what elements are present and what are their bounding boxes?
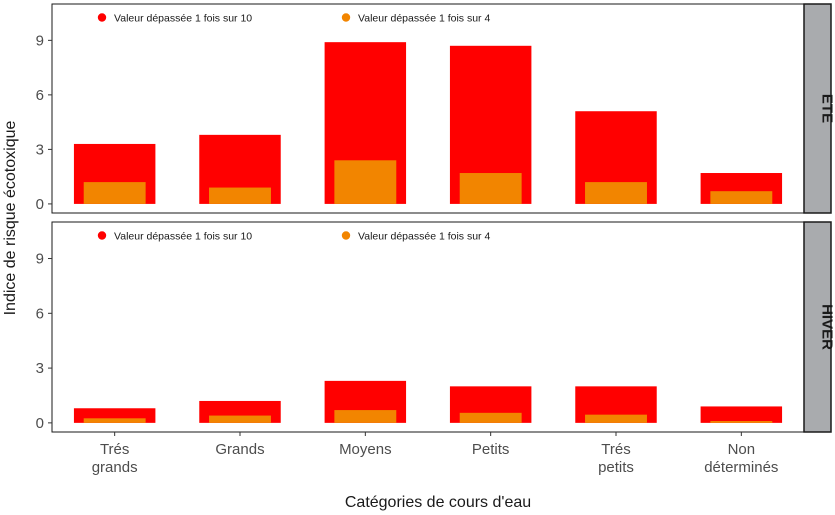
legend-label: Valeur dépassée 1 fois sur 4 xyxy=(358,13,490,25)
legend-label: Valeur dépassée 1 fois sur 10 xyxy=(114,231,252,243)
x-tick-label: déterminés xyxy=(704,459,778,476)
legend-key xyxy=(97,13,107,22)
x-tick-label: petits xyxy=(598,459,634,476)
bar xyxy=(334,410,397,423)
bar xyxy=(209,187,271,204)
strip-label: ETE xyxy=(819,94,835,123)
bar xyxy=(700,406,783,423)
x-tick-label: Trés xyxy=(601,441,630,458)
y-tick-label: 6 xyxy=(36,305,44,322)
bar xyxy=(585,414,647,423)
x-tick-label: Trés xyxy=(100,441,129,458)
strip-box xyxy=(803,221,832,433)
y-tick-label: 9 xyxy=(36,32,44,49)
strip-box xyxy=(803,3,832,214)
y-tick-label: 3 xyxy=(36,141,44,158)
bar xyxy=(710,191,773,204)
strip-label: HIVER xyxy=(819,304,835,350)
bar xyxy=(209,415,271,423)
x-tick-label: Petits xyxy=(472,441,510,458)
bar xyxy=(459,412,522,423)
bar xyxy=(459,173,522,204)
y-tick-label: 3 xyxy=(36,360,44,377)
bar xyxy=(585,182,647,204)
panel-frame xyxy=(51,3,805,214)
legend-key xyxy=(341,231,351,240)
x-tick-label: grands xyxy=(92,459,138,476)
bar xyxy=(83,182,146,204)
x-tick-label: Non xyxy=(728,441,756,458)
legend-label: Valeur dépassée 1 fois sur 10 xyxy=(114,13,252,25)
x-axis-title: Catégories de cours d'eau xyxy=(345,494,531,511)
y-axis-title: Indice de risque écotoxique xyxy=(2,121,19,316)
y-tick-label: 0 xyxy=(36,415,44,432)
y-tick-label: 9 xyxy=(36,251,44,268)
legend-label: Valeur dépassée 1 fois sur 4 xyxy=(358,231,490,243)
bar xyxy=(710,421,773,423)
bar xyxy=(334,160,397,204)
x-tick-label: Moyens xyxy=(339,441,392,458)
legend-key xyxy=(97,231,107,240)
panel-frame xyxy=(51,221,805,433)
bar xyxy=(83,418,146,423)
legend-key xyxy=(341,13,351,22)
y-tick-label: 6 xyxy=(36,87,44,104)
y-tick-label: 0 xyxy=(36,196,44,213)
x-tick-label: Grands xyxy=(215,441,264,458)
